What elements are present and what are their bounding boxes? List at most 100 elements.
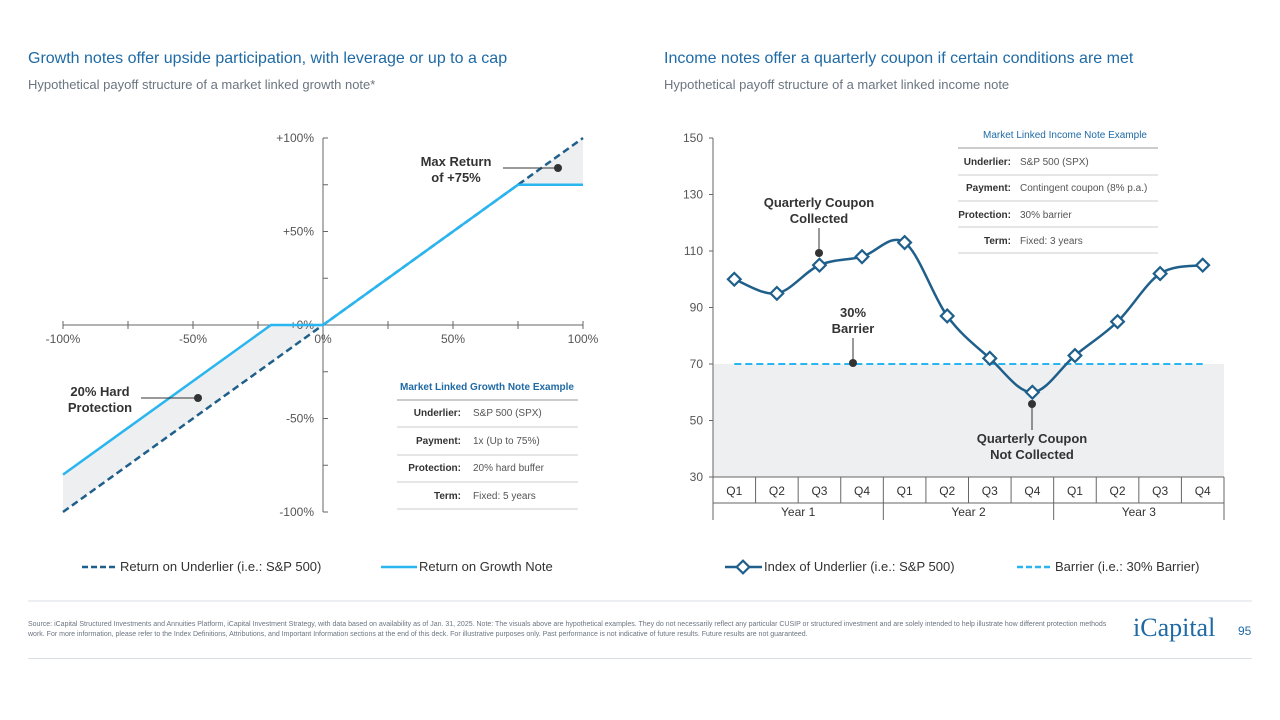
year-label: Year 3 [1122,505,1157,519]
income-legend: Index of Underlier (i.e.: S&P 500) Barri… [725,559,1199,575]
growth-table-value: Fixed: 5 years [473,491,536,502]
income-axes [709,137,714,478]
income-table-background [958,126,1158,254]
icapital-logo: iCapital [1133,613,1216,642]
income-table-value: 30% barrier [1020,210,1072,221]
growth-table-value: 1x (Up to 75%) [473,436,540,447]
growth-x-tick-label: 100% [568,332,599,346]
growth-table-value: 20% hard buffer [473,463,545,474]
growth-y-tick-label: -100% [279,505,314,519]
growth-y-tick-label: +100% [276,131,314,145]
income-table-label: Underlier: [964,157,1011,168]
income-y-tick-label: 70 [690,357,704,371]
income-y-tick-label: 30 [690,470,704,484]
growth-table-title: Market Linked Growth Note Example [400,382,574,393]
index-point-diamond [1109,313,1126,330]
right-chart-subtitle: Hypothetical payoff structure of a marke… [664,77,1010,92]
index-point-diamond [768,285,785,302]
index-point-diamond [811,257,828,274]
source-footnote: Source: iCapital Structured Investments … [28,621,1107,638]
max-return-label-1: Max Return [421,154,492,169]
quarter-label: Q3 [811,484,827,498]
index-point-diamond [1152,265,1169,282]
coupon-not-collected-label-1: Quarterly Coupon [977,431,1088,446]
growth-y-tick-label: +50% [283,225,314,239]
coupon-collected-label-2: Collected [790,211,849,226]
index-point-diamond [1067,347,1083,364]
year-label: Year 1 [781,505,816,519]
growth-note-line [62,183,583,476]
income-table-value: S&P 500 (SPX) [1020,157,1089,168]
growth-x-tick-label: -100% [46,332,81,346]
legend-index-label: Index of Underlier (i.e.: S&P 500) [764,559,955,574]
quarter-label: Q1 [1067,484,1083,498]
quarter-label: Q4 [1024,484,1040,498]
coupon-not-collected-label-2: Not Collected [990,447,1074,462]
index-point-diamond [854,248,870,265]
hard-protection-label-2: Protection [68,400,132,415]
income-note-table: Market Linked Income Note Example Underl… [958,126,1158,254]
income-chart: 150 130 110 90 70 50 30 Q1 Q2 Q3 Q4 Q1 Q2 Q3 Q4 Q1 Q2 Q3… [683,126,1225,575]
income-table-label: Protection: [958,210,1011,221]
quarter-label: Q3 [982,484,998,498]
coupon-collected-marker [815,249,823,257]
growth-chart: -100% -50% 0% 50% 100%+100%+50%+0%-50%-100% … [46,131,599,574]
hard-protection-marker [194,394,202,402]
barrier-label-2: Barrier [832,321,875,336]
growth-table-value: S&P 500 (SPX) [473,408,542,419]
page-number: 95 [1238,624,1252,638]
barrier-marker [849,359,857,367]
quarter-label: Q4 [1195,484,1211,498]
quarter-label: Q2 [939,484,955,498]
income-quarter-axis: Q1 Q2 Q3 Q4 Q1 Q2 Q3 Q4 Q1 Q2 Q3 Q4 Year 1 Year 2 Year… [712,476,1225,520]
legend-diamond-icon [735,559,751,575]
quarter-label: Q2 [769,484,785,498]
growth-table-label: Term: [434,491,461,502]
growth-x-tick-label: 0% [314,332,332,346]
legend-growth-note-label: Return on Growth Note [419,559,553,574]
growth-table-label: Protection: [408,463,461,474]
index-point-diamond [726,271,743,288]
year-label: Year 2 [951,505,986,519]
income-y-tick-label: 150 [683,131,703,145]
below-barrier-shade [713,364,1224,477]
income-tick-labels: 150 130 110 90 70 50 30 [683,131,703,484]
quarter-label: Q4 [854,484,870,498]
max-return-label-2: of +75% [431,170,481,185]
growth-y-tick-label: -50% [286,412,314,426]
income-y-tick-label: 110 [684,244,703,258]
index-point-diamond [981,350,998,367]
income-table-label: Term: [984,236,1011,247]
growth-x-tick-label: 50% [441,332,465,346]
bottom-rule [28,658,1252,659]
quarter-label: Q1 [726,484,742,498]
growth-legend: Return on Underlier (i.e.: S&P 500) Retu… [82,559,553,574]
index-markers [726,234,1211,401]
income-y-tick-label: 90 [690,301,704,315]
growth-table-label: Underlier: [414,408,461,419]
index-point-diamond [939,308,956,324]
left-chart-subtitle: Hypothetical payoff structure of a marke… [28,77,376,92]
growth-table-label: Payment: [416,436,461,447]
index-point-diamond [1024,384,1041,401]
hard-protection-label-1: 20% Hard [70,384,129,399]
legend-barrier-label: Barrier (i.e.: 30% Barrier) [1055,559,1199,574]
quarter-label: Q3 [1152,484,1168,498]
income-table-value: Fixed: 3 years [1020,236,1083,247]
growth-x-tick-label: -50% [179,332,207,346]
max-return-marker [554,164,562,172]
income-table-value: Contingent coupon (8% p.a.) [1020,183,1147,194]
growth-note-table: Market Linked Growth Note Example Underl… [397,382,578,510]
index-point-diamond [896,234,913,251]
quarter-label: Q2 [1110,484,1126,498]
legend-underlier-label: Return on Underlier (i.e.: S&P 500) [120,559,321,574]
income-table-label: Payment: [966,183,1011,194]
quarter-label: Q1 [897,484,913,498]
income-y-tick-label: 130 [683,188,703,202]
income-y-tick-label: 50 [690,414,704,428]
index-point-diamond [1194,257,1211,274]
right-chart-title: Income notes offer a quarterly coupon if… [664,50,1134,67]
left-chart-title: Growth notes offer upside participation,… [28,50,508,67]
barrier-label-1: 30% [840,305,866,320]
